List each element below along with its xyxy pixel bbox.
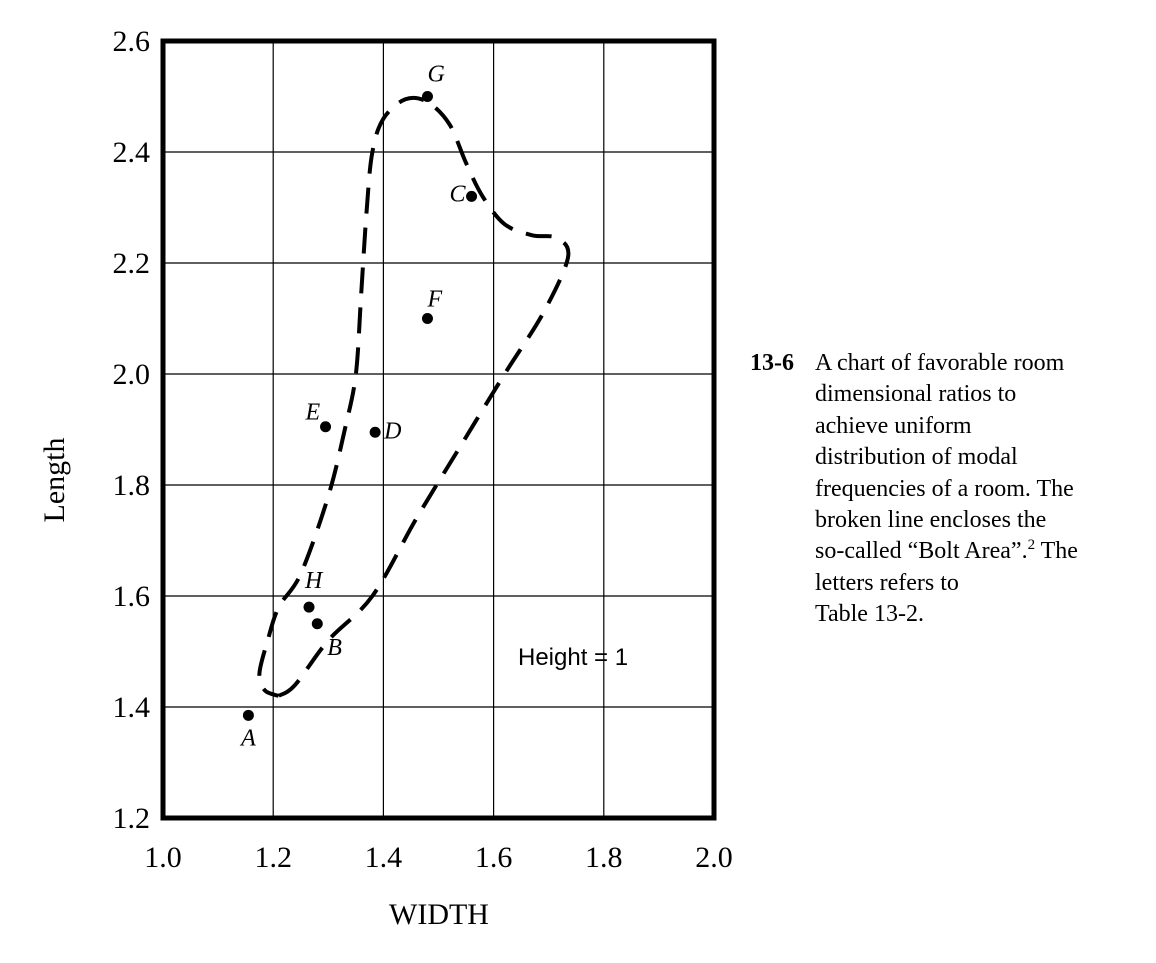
- caption-line-6: broken line encloses the: [815, 507, 1047, 534]
- caption-line-3: achieve uniform: [815, 412, 972, 439]
- data-point-d: [369, 426, 381, 438]
- height-annotation: Height = 1: [518, 644, 628, 671]
- x-tick-label: 1.0: [144, 841, 182, 874]
- y-tick-label: 2.0: [113, 358, 151, 391]
- y-tick-label: 1.8: [113, 469, 151, 502]
- y-tick-labels: 1.2 1.4 1.6 1.8 2.0 2.2 2.4 2.6: [113, 25, 151, 835]
- point-label-d: D: [383, 418, 401, 444]
- footnote-marker: 2: [1027, 537, 1036, 554]
- data-point-b: [311, 618, 323, 630]
- caption-line-7-end: The: [1035, 538, 1078, 565]
- caption-line-7-start: so-called “Bolt Area”.: [815, 538, 1028, 565]
- caption-line-5: frequencies of a room. The: [815, 475, 1074, 502]
- caption-number: 13-6: [750, 350, 794, 376]
- y-tick-label: 2.2: [113, 247, 151, 280]
- y-tick-label: 2.6: [113, 25, 151, 58]
- y-tick-label: 1.2: [113, 802, 151, 835]
- x-tick-label: 2.0: [695, 841, 733, 874]
- caption-text: A chart of favorable room dimensional ra…: [815, 348, 1135, 631]
- caption-line-8: letters refers to: [815, 569, 959, 596]
- point-label-a: A: [239, 725, 256, 751]
- x-tick-label: 1.2: [254, 841, 292, 874]
- point-label-f: F: [426, 287, 442, 313]
- data-point-g: [421, 91, 433, 102]
- point-label-g: G: [427, 62, 444, 88]
- caption-line-1: A chart of favorable room: [815, 350, 1065, 376]
- x-tick-labels: 1.0 1.2 1.4 1.6 1.8 2.0: [144, 841, 733, 874]
- point-label-h: H: [304, 568, 324, 594]
- plot-frame: [160, 38, 717, 821]
- point-label-c: C: [450, 181, 467, 207]
- x-tick-label: 1.8: [585, 841, 623, 874]
- data-points: A B C D E F G H: [239, 62, 478, 751]
- y-tick-label: 1.6: [113, 580, 151, 613]
- x-axis-title: WIDTH: [389, 898, 489, 931]
- x-tick-label: 1.6: [475, 841, 513, 874]
- y-tick-label: 1.4: [113, 691, 151, 724]
- y-axis-title: Length: [38, 438, 71, 523]
- data-point-c: [466, 190, 478, 202]
- grid-lines: [162, 40, 715, 819]
- caption-line-4: distribution of modal: [815, 444, 1018, 471]
- caption-line-7: so-called “Bolt Area”.2 The: [815, 536, 1135, 567]
- x-tick-label: 1.4: [365, 841, 403, 874]
- data-point-a: [242, 709, 254, 721]
- data-point-e: [320, 421, 332, 433]
- point-label-b: B: [327, 635, 342, 661]
- y-tick-label: 2.4: [113, 136, 151, 169]
- data-point-f: [421, 313, 433, 324]
- caption-line-9: Table 13-2.: [815, 601, 924, 628]
- point-label-e: E: [305, 400, 321, 426]
- data-point-h: [303, 601, 315, 613]
- caption-line-2: dimensional ratios to: [815, 381, 1017, 408]
- bolt-area-boundary: [257, 95, 571, 698]
